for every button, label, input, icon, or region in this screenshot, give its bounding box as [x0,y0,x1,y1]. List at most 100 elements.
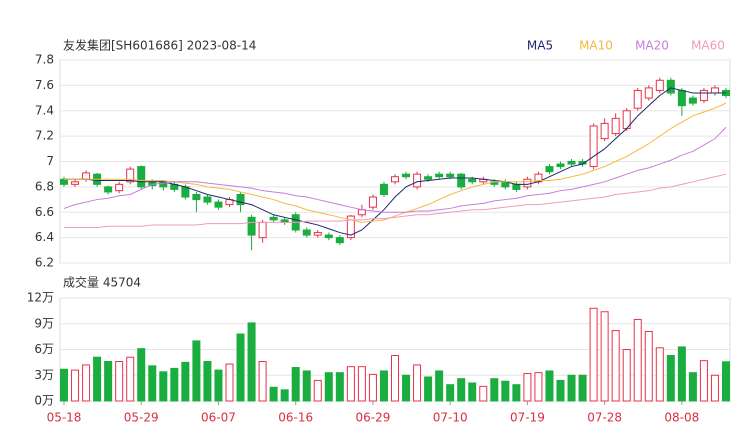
candle-body [192,193,201,201]
volume-bar [677,346,686,402]
volume-bar [578,374,587,402]
candle-body [677,89,686,107]
volume-bar [368,373,377,402]
candle-body [60,178,68,185]
volume-bar [446,384,455,402]
legend-entry: MA60 [691,39,725,53]
candle-body [567,161,576,165]
x-tick-label: 08-08 [664,411,699,425]
y-tick-label: 6.2 [35,256,54,270]
volume-bar [666,355,675,402]
volume-bar [479,385,488,402]
candle-body [258,221,267,239]
x-tick-label: 06-07 [201,411,236,425]
volume-bar [435,370,444,402]
x-tick-label: 07-19 [510,411,545,425]
candle-body [413,173,422,188]
candle-body [589,125,598,168]
volume-bar [225,363,234,402]
x-tick-label: 07-10 [433,411,468,425]
y-tick-label: 7.2 [35,129,54,143]
volume-bar [468,382,477,402]
volume-bar [512,384,521,402]
candle-body [236,193,245,206]
candle-body [435,173,444,178]
candle-body [611,117,620,135]
candle-body [644,87,653,99]
candle-body [446,173,455,178]
candle-body [379,183,388,195]
candle-body [368,196,377,208]
candle-body [269,216,278,221]
volume-bar [688,372,697,402]
volume-bar [600,311,609,402]
volume-bar [357,366,366,402]
x-tick-label: 06-29 [355,411,390,425]
candle-body [203,196,212,203]
legend-entry: MA20 [635,39,669,53]
candle-body [346,215,355,239]
candle-body [545,166,554,173]
candle-body [402,173,411,178]
volume-bar [302,370,311,402]
volume-bar [699,360,708,402]
candle-body [126,168,135,183]
volume-bar [424,376,433,402]
candle-body [512,183,521,190]
candle-body [391,176,399,183]
candle-body [247,216,256,236]
ma-line [64,87,726,236]
candle-body [137,166,146,188]
candle-body [313,232,322,236]
x-tick-label: 05-18 [47,411,82,425]
volume-bar [203,361,212,402]
ma-line [63,126,727,213]
candle-body [655,79,664,91]
candle-body [688,97,697,104]
candle-body [82,172,91,180]
volume-bar [291,367,300,402]
volume-bar [413,364,422,402]
volume-bar [192,340,201,402]
y-tick-label: 7 [46,154,54,168]
candle-body [335,237,344,244]
volume-bar [104,361,113,402]
volume-bar [71,369,80,402]
volume-bar [126,356,135,402]
volume-bar [710,374,719,402]
volume-bar [534,372,543,402]
candle-body [556,163,565,168]
volume-bar [722,361,730,402]
chart-title: 友发集团[SH601686] 2023-08-14 [63,38,256,53]
y-tick-label: 6.8 [35,179,54,193]
candle-body [523,178,532,188]
candle-body [699,89,708,102]
volume-bar [633,318,642,402]
volume-bar [247,322,256,402]
y-tick-label: 12万 [27,291,54,305]
volume-bar [501,380,510,402]
volume-bar [214,369,223,402]
legend-entry: MA5 [527,39,553,53]
volume-bar [324,372,333,402]
volume-title: 成交量 45704 [63,275,141,290]
candle-body [104,186,113,193]
volume-bar [655,347,664,402]
volume-bar [137,348,146,402]
volume-bar [391,355,399,402]
y-tick-label: 7.6 [35,78,54,92]
y-tick-label: 6.4 [35,230,54,244]
y-tick-label: 0万 [34,394,54,408]
volume-bar [115,361,124,402]
volume-bar [346,366,355,402]
volume-bar [93,356,102,402]
candle-body [457,173,466,188]
y-tick-label: 3万 [34,368,54,382]
candle-body [424,176,433,180]
volume-bar [258,361,267,402]
volume-bar [567,374,576,402]
volume-bar [545,370,554,402]
x-tick-label: 06-16 [278,411,313,425]
volume-bar [159,371,168,402]
